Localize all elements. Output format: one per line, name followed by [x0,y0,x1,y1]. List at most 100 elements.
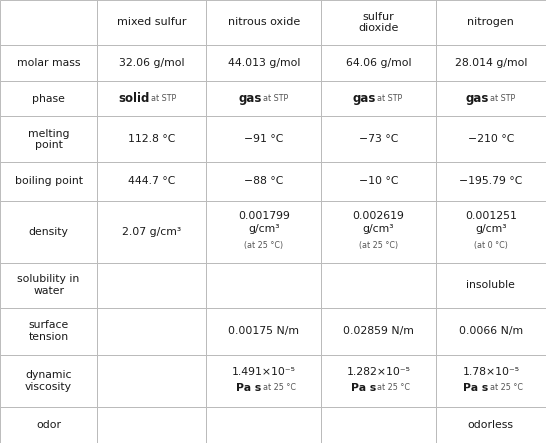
Text: molar mass: molar mass [17,58,80,68]
Bar [206,162,321,201]
Bar [321,263,436,307]
Text: 0.00175 N/m: 0.00175 N/m [228,326,299,336]
Bar [97,201,206,263]
Bar [321,355,436,407]
Bar [321,0,436,45]
Text: solid: solid [118,92,150,105]
Bar [206,117,321,162]
Text: at STP: at STP [377,94,402,103]
Bar [321,117,436,162]
Text: gas: gas [465,92,489,105]
Bar [321,355,436,407]
Bar [321,307,436,355]
Text: −195.79 °C: −195.79 °C [459,176,523,187]
Bar [436,201,546,263]
Bar [321,201,436,263]
Bar [0,355,97,407]
Bar [0,263,97,307]
Bar [0,0,97,45]
Bar [0,117,97,162]
Bar [97,407,206,443]
Bar [206,201,321,263]
Bar [436,117,546,162]
Bar [0,407,97,443]
Text: −10 °C: −10 °C [359,176,398,187]
Text: gas: gas [353,92,376,105]
Bar [206,162,321,201]
Text: −91 °C: −91 °C [244,134,283,144]
Bar [0,307,97,355]
Text: boiling point: boiling point [15,176,82,187]
Bar [321,45,436,81]
Bar [206,0,321,45]
Bar [97,355,206,407]
Bar [97,45,206,81]
Bar [436,355,546,407]
Bar [97,81,206,117]
Bar [436,45,546,81]
Text: insoluble: insoluble [466,280,515,290]
Bar [206,81,321,117]
Text: surface
tension: surface tension [28,320,69,342]
Bar [436,81,546,117]
Bar [321,162,436,201]
Bar [436,355,546,407]
Text: 1.78×10⁻⁵: 1.78×10⁻⁵ [462,367,519,377]
Bar [206,407,321,443]
Text: Pa s: Pa s [236,383,262,393]
Bar [0,81,97,117]
Text: at STP: at STP [151,94,176,103]
Bar [436,307,546,355]
Text: mixed sulfur: mixed sulfur [117,17,187,27]
Bar [97,201,206,263]
Bar [321,45,436,81]
Bar [436,45,546,81]
Bar [321,407,436,443]
Bar [436,407,546,443]
Text: 44.013 g/mol: 44.013 g/mol [228,58,300,68]
Bar [436,117,546,162]
Bar [436,162,546,201]
Text: g/cm³: g/cm³ [475,224,507,233]
Bar [97,407,206,443]
Text: nitrogen: nitrogen [467,17,514,27]
Text: odor: odor [36,420,61,430]
Bar [206,307,321,355]
Bar [206,45,321,81]
Text: gas: gas [238,92,262,105]
Bar [0,0,97,45]
Bar [0,407,97,443]
Bar [97,263,206,307]
Bar [436,201,546,263]
Bar [206,263,321,307]
Bar [436,407,546,443]
Bar [436,263,546,307]
Bar [206,407,321,443]
Text: at 25 °C: at 25 °C [377,383,410,392]
Bar [206,263,321,307]
Bar [206,355,321,407]
Text: at STP: at STP [263,94,288,103]
Text: 444.7 °C: 444.7 °C [128,176,175,187]
Bar [206,307,321,355]
Bar [97,81,206,117]
Text: 1.282×10⁻⁵: 1.282×10⁻⁵ [347,367,410,377]
Bar [321,201,436,263]
Bar [0,355,97,407]
Text: g/cm³: g/cm³ [363,224,394,233]
Text: density: density [28,227,69,237]
Bar [436,263,546,307]
Bar [0,263,97,307]
Bar [436,0,546,45]
Bar [97,117,206,162]
Text: at 25 °C: at 25 °C [490,383,523,392]
Bar [436,162,546,201]
Text: (at 0 °C): (at 0 °C) [474,241,508,250]
Text: Pa s: Pa s [351,383,376,393]
Text: at STP: at STP [490,94,515,103]
Bar [0,162,97,201]
Bar [97,0,206,45]
Text: melting
point: melting point [28,128,69,150]
Bar [0,201,97,263]
Text: g/cm³: g/cm³ [248,224,280,233]
